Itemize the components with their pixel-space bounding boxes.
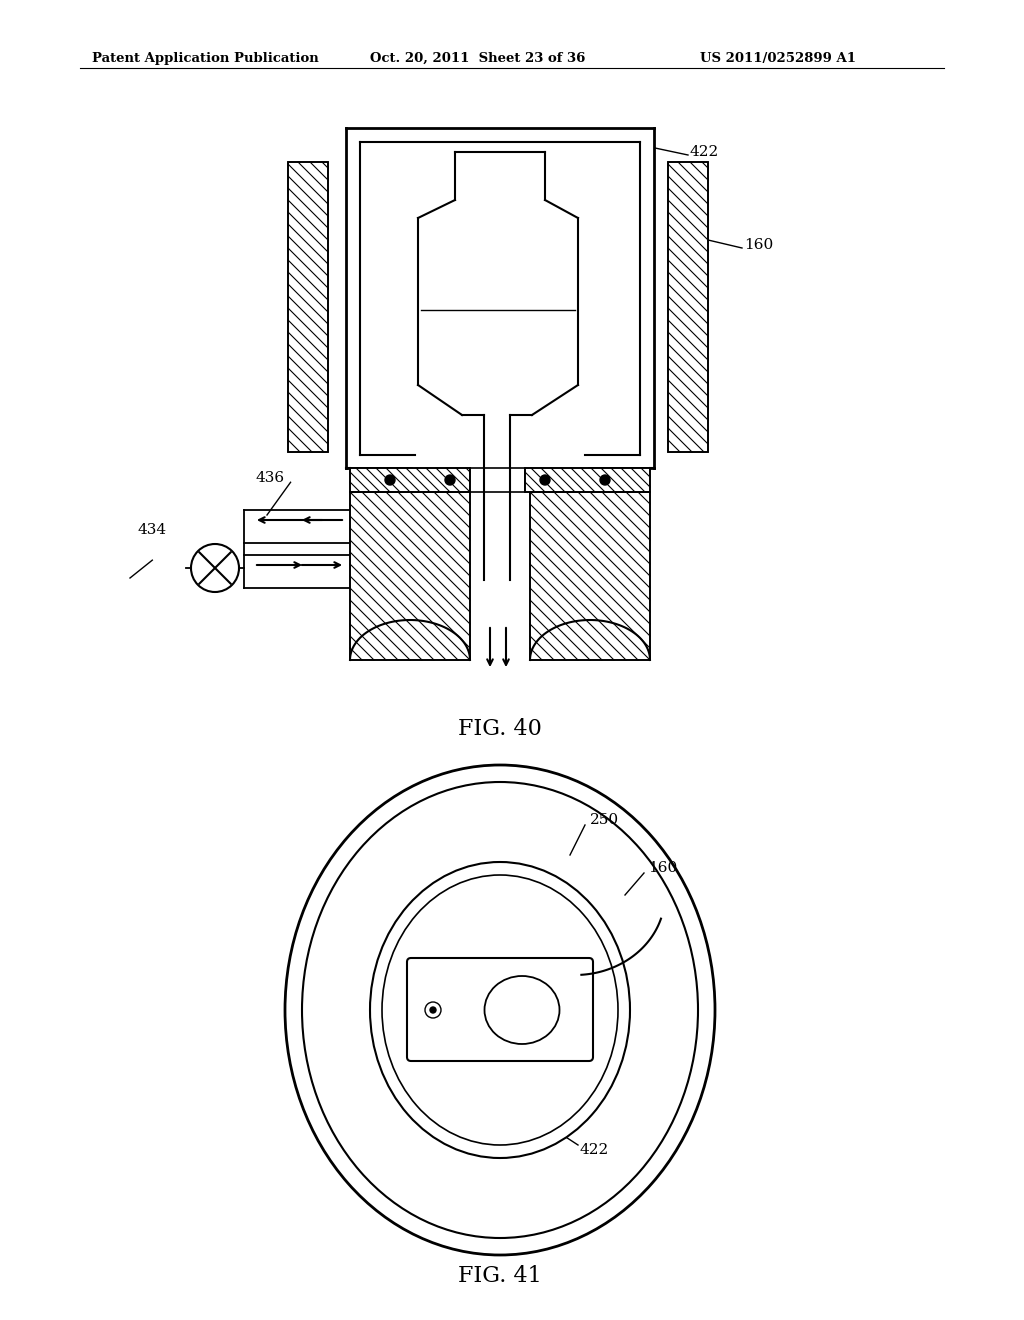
Circle shape: [445, 475, 455, 484]
Bar: [470, 469, 525, 492]
Ellipse shape: [382, 875, 618, 1144]
Bar: [288, 162, 328, 451]
Text: $P_2$: $P_2$: [390, 350, 411, 371]
Text: 250: 250: [590, 813, 620, 828]
Ellipse shape: [484, 975, 559, 1044]
Circle shape: [430, 1007, 436, 1012]
Bar: [525, 469, 650, 492]
Circle shape: [600, 475, 610, 484]
Circle shape: [540, 475, 550, 484]
Text: 434: 434: [138, 523, 167, 537]
Text: Patent Application Publication: Patent Application Publication: [92, 51, 318, 65]
FancyBboxPatch shape: [407, 958, 593, 1061]
Text: US 2011/0252899 A1: US 2011/0252899 A1: [700, 51, 856, 65]
Bar: [530, 492, 650, 660]
Bar: [350, 469, 470, 492]
Text: 260: 260: [370, 193, 399, 207]
Ellipse shape: [302, 781, 698, 1238]
Bar: [525, 469, 650, 492]
Bar: [668, 162, 708, 451]
Text: 432: 432: [390, 420, 419, 434]
Text: $P_1$: $P_1$: [462, 350, 483, 371]
Text: Oct. 20, 2011  Sheet 23 of 36: Oct. 20, 2011 Sheet 23 of 36: [370, 51, 586, 65]
Bar: [350, 492, 470, 660]
Text: 436: 436: [255, 471, 284, 484]
Circle shape: [191, 544, 239, 591]
Text: FIG. 41: FIG. 41: [458, 1265, 542, 1287]
Text: FIG. 40: FIG. 40: [458, 718, 542, 741]
Bar: [668, 162, 708, 451]
Circle shape: [425, 1002, 441, 1018]
Text: 250: 250: [578, 228, 607, 242]
Bar: [350, 469, 470, 492]
Ellipse shape: [285, 766, 715, 1255]
Bar: [530, 492, 650, 660]
Text: 422: 422: [690, 145, 719, 158]
Ellipse shape: [370, 862, 630, 1158]
Circle shape: [385, 475, 395, 484]
Text: 160: 160: [744, 238, 773, 252]
Bar: [288, 162, 328, 451]
Bar: [350, 492, 470, 660]
Bar: [360, 143, 640, 455]
Text: 160: 160: [648, 861, 677, 875]
Text: 422: 422: [580, 1143, 609, 1158]
Polygon shape: [418, 152, 578, 414]
